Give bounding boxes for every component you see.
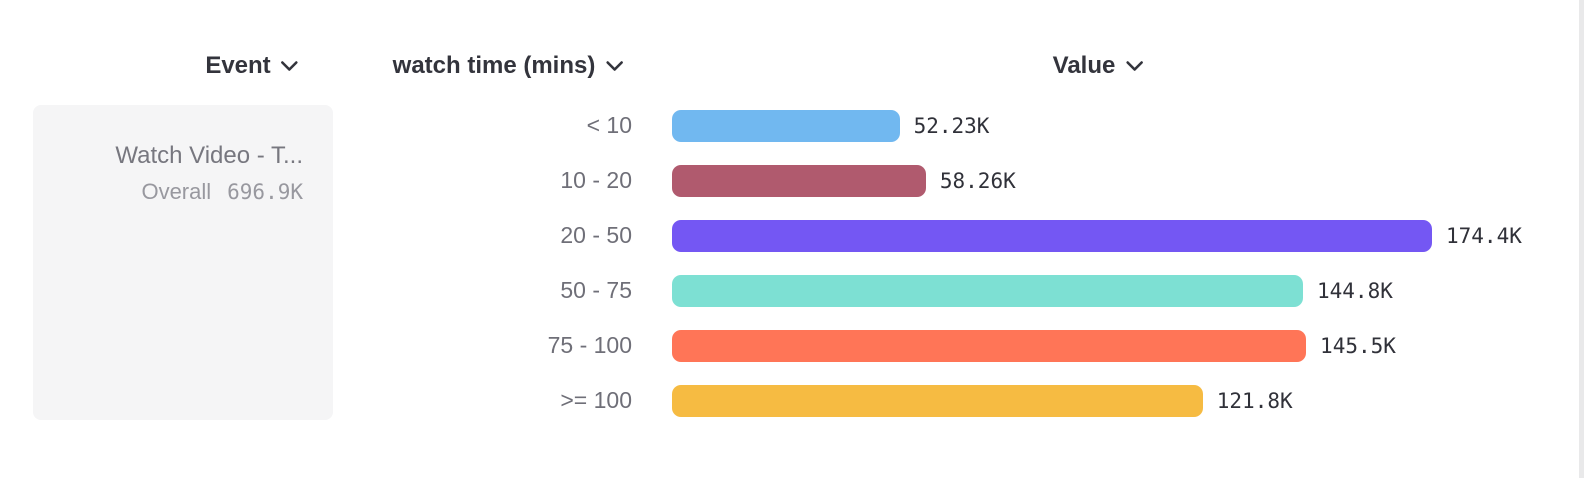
bucket-label: < 10 bbox=[586, 112, 632, 138]
bar-segment[interactable] bbox=[672, 219, 1432, 252]
bar-row: >= 100 121.8K bbox=[0, 373, 1584, 428]
chevron-down-icon bbox=[281, 60, 299, 72]
bar-row: 75 - 100 145.5K bbox=[0, 318, 1584, 373]
value-label: 144.8K bbox=[1317, 278, 1393, 303]
bar-row: 10 - 20 58.26K bbox=[0, 153, 1584, 208]
chevron-down-icon bbox=[1125, 60, 1143, 72]
bucket-label: 20 - 50 bbox=[560, 222, 632, 248]
bar-track bbox=[672, 164, 926, 197]
value-label: 174.4K bbox=[1446, 223, 1522, 248]
value-label: 58.26K bbox=[939, 168, 1016, 193]
value-label: 145.5K bbox=[1320, 333, 1396, 358]
event-column-header-label: Event bbox=[205, 52, 271, 79]
bar-track bbox=[672, 109, 900, 142]
bucket-column-header[interactable]: watch time (mins) bbox=[393, 52, 624, 80]
event-overall-row: Overall 696.9K bbox=[53, 179, 303, 205]
bar-segment[interactable] bbox=[672, 109, 900, 142]
bar-track bbox=[672, 219, 1432, 252]
bar-row: 50 - 75 144.8K bbox=[0, 263, 1584, 318]
value-label: 121.8K bbox=[1216, 388, 1293, 413]
event-name: Watch Video - T... bbox=[115, 142, 303, 169]
bar-chart-rows: < 10 52.23K 10 - 20 58.26K 20 - 50 174.4K 50 -… bbox=[0, 98, 1584, 428]
bar-segment[interactable] bbox=[672, 329, 1307, 362]
bar-segment[interactable] bbox=[672, 164, 926, 197]
event-card[interactable]: Watch Video - T... Overall 696.9K bbox=[33, 105, 333, 420]
value-column-header[interactable]: Value bbox=[1053, 52, 1144, 80]
bucket-label: >= 100 bbox=[560, 387, 632, 413]
bar-segment[interactable] bbox=[672, 274, 1303, 307]
bucket-label: 10 - 20 bbox=[560, 167, 632, 193]
bucket-label: 75 - 100 bbox=[547, 332, 632, 358]
bucket-label: 50 - 75 bbox=[560, 277, 632, 303]
event-column-header[interactable]: Event bbox=[205, 52, 298, 80]
bar-segment[interactable] bbox=[672, 384, 1203, 417]
overall-value: 696.9K bbox=[227, 180, 303, 205]
bar-row: 20 - 50 174.4K bbox=[0, 208, 1584, 263]
scrollbar[interactable] bbox=[1579, 0, 1584, 478]
bar-track bbox=[672, 329, 1307, 362]
value-label: 52.23K bbox=[913, 113, 990, 138]
overall-label: Overall bbox=[141, 179, 212, 205]
value-column-header-label: Value bbox=[1052, 52, 1116, 79]
chevron-down-icon bbox=[605, 60, 623, 72]
bar-track bbox=[672, 274, 1303, 307]
bar-track bbox=[672, 384, 1203, 417]
bar-row: < 10 52.23K bbox=[0, 98, 1584, 153]
bucket-column-header-label: watch time (mins) bbox=[392, 52, 596, 79]
